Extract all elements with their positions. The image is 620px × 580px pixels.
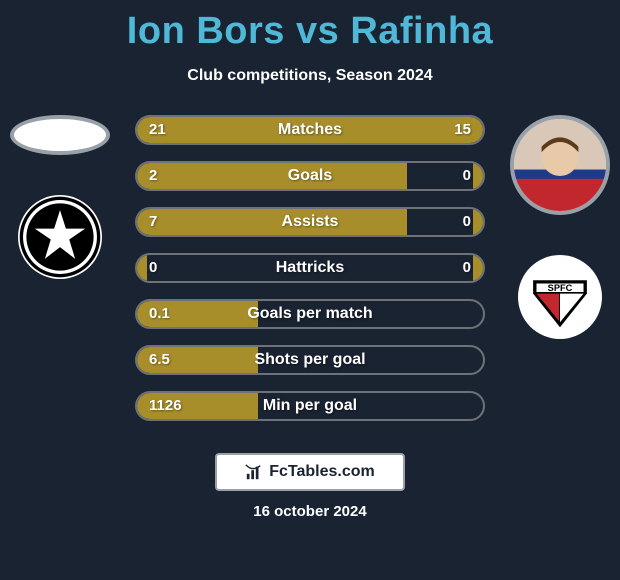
left-column (0, 115, 120, 279)
stat-value-left: 6.5 (149, 345, 170, 375)
stats-list: Matches2115Goals20Assists70Hattricks00Go… (135, 115, 485, 421)
stat-row: Min per goal1126 (135, 391, 485, 421)
stat-row: Hattricks0 0 (135, 253, 485, 283)
stat-value-left: 21 (149, 115, 166, 145)
player2-avatar (510, 115, 610, 215)
date-text: 16 october 2024 (253, 503, 366, 520)
stat-label: Assists (135, 207, 485, 237)
stat-row: Goals per match0.1 (135, 299, 485, 329)
stat-row: Goals2 0 (135, 161, 485, 191)
stat-row: Matches21 15 (135, 115, 485, 145)
stat-row: Assists7 0 (135, 207, 485, 237)
footer: FcTables.com 16 october 2024 (0, 453, 620, 520)
bar-chart-icon (245, 463, 263, 481)
stat-label: Goals (135, 161, 485, 191)
sao-paulo-icon: SPFC (518, 255, 602, 339)
brand-text: FcTables.com (269, 463, 375, 481)
stat-row: Shots per goal6.5 (135, 345, 485, 375)
right-column: SPFC (500, 115, 620, 339)
player2-club-badge: SPFC (518, 255, 602, 339)
comparison-content: SPFC Matches2115Goals20Assists70Hattrick… (0, 115, 620, 495)
player1-avatar (10, 115, 110, 155)
stat-value-left: 7 (149, 207, 157, 237)
brand-badge: FcTables.com (215, 453, 405, 491)
stat-label: Goals per match (135, 299, 485, 329)
player1-name: Ion Bors (127, 10, 285, 52)
stat-label: Hattricks (135, 253, 485, 283)
stat-value-right: 15 (454, 115, 471, 145)
vs-text: vs (296, 10, 339, 52)
player-silhouette-icon (514, 119, 606, 211)
stat-value-right: 0 (463, 253, 471, 283)
botafogo-icon (18, 195, 102, 279)
stat-value-left: 1126 (149, 391, 182, 421)
player2-name: Rafinha (350, 10, 493, 52)
stat-label: Matches (135, 115, 485, 145)
subtitle: Club competitions, Season 2024 (0, 67, 620, 85)
stat-value-left: 0 (149, 253, 157, 283)
stat-label: Min per goal (135, 391, 485, 421)
stat-value-right: 0 (463, 207, 471, 237)
stat-value-left: 0.1 (149, 299, 170, 329)
stat-value-right: 0 (463, 161, 471, 191)
stat-label: Shots per goal (135, 345, 485, 375)
svg-text:SPFC: SPFC (548, 283, 573, 293)
stat-value-left: 2 (149, 161, 157, 191)
comparison-title: Ion Bors vs Rafinha (0, 0, 620, 53)
player1-club-badge (18, 195, 102, 279)
